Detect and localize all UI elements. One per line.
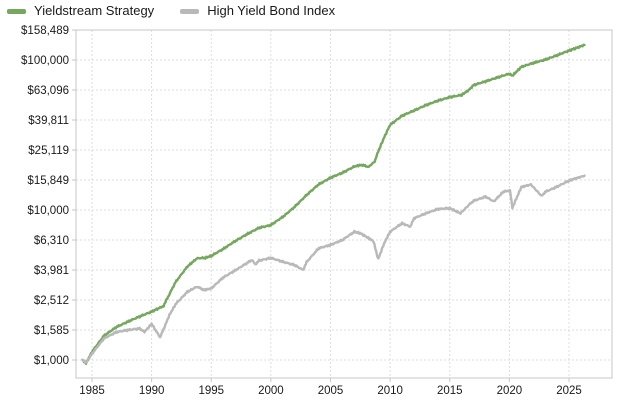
x-tick-label: 1985	[79, 385, 105, 397]
y-tick-label: $1,585	[34, 325, 69, 337]
y-tick-label: $1,000	[34, 355, 69, 367]
plot-border	[75, 29, 613, 379]
x-tick-label: 1990	[139, 385, 165, 397]
y-tick-label: $39,811	[28, 115, 69, 127]
y-tick-label: $100,000	[21, 55, 69, 67]
legend-item-yieldstream-strategy[interactable]: Yieldstream Strategy	[7, 2, 154, 20]
x-tick-label: 2015	[437, 385, 463, 397]
x-tick-label: 1995	[198, 385, 224, 397]
legend-label-yieldstream-strategy: Yieldstream Strategy	[34, 3, 155, 18]
chart-legend: Yieldstream Strategy High Yield Bond Ind…	[7, 2, 335, 20]
y-tick-label: $2,512	[34, 295, 69, 307]
high-yield-bond-index-swatch-icon	[180, 8, 200, 14]
y-tick-label: $25,119	[28, 145, 69, 157]
x-tick-label: 2010	[377, 385, 403, 397]
y-tick-label: $10,000	[27, 205, 69, 217]
series-line-high-yield-bond-index	[81, 174, 586, 364]
y-tick-label: $15,849	[27, 175, 69, 187]
x-tick-label: 2025	[556, 385, 582, 397]
y-tick-label: $6,310	[34, 235, 69, 247]
series-line-yieldstream-strategy	[81, 43, 586, 365]
y-tick-label: $158,489	[21, 25, 69, 37]
legend-label-high-yield-bond-index: High Yield Bond Index	[207, 3, 336, 18]
legend-item-high-yield-bond-index[interactable]: High Yield Bond Index	[180, 2, 335, 20]
x-tick-label: 2020	[497, 385, 523, 397]
x-tick-label: 2005	[318, 385, 344, 397]
y-tick-label: $63,096	[27, 85, 69, 97]
y-tick-label: $3,981	[34, 265, 69, 277]
yieldstream-strategy-swatch-icon	[7, 8, 26, 14]
x-tick-label: 2000	[258, 385, 284, 397]
